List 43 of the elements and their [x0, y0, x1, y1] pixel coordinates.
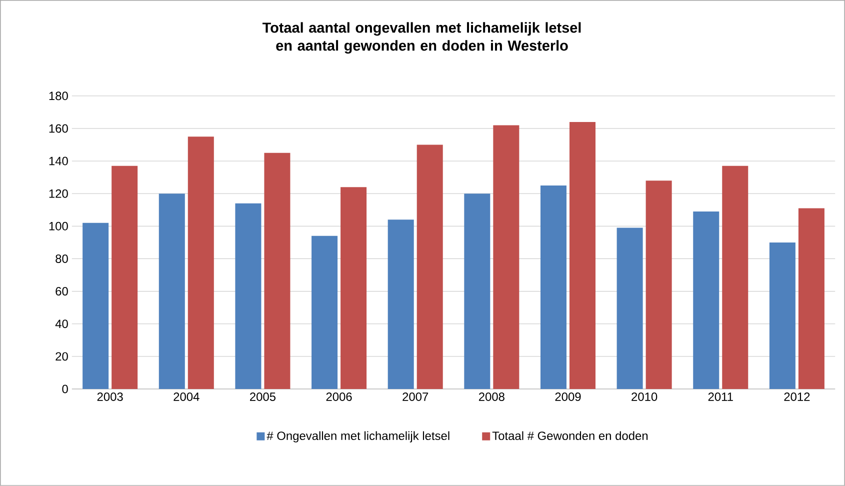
bar — [235, 203, 262, 390]
legend-label: # Ongevallen met lichamelijk letsel — [266, 431, 450, 442]
y-tick-label: 40 — [55, 320, 68, 328]
bar — [769, 242, 796, 390]
bar — [158, 194, 185, 390]
y-tick-label: 140 — [49, 156, 68, 166]
bar — [693, 212, 720, 390]
y-tick-label: 180 — [49, 92, 68, 100]
bar — [569, 122, 596, 390]
x-tick-label: 2008 — [478, 392, 504, 402]
chart-title: Totaal aantal ongevallen met lichamelijk letsel en aantal gewonden en doden in Westerlo — [262, 22, 581, 54]
x-tick-label: 2011 — [708, 392, 733, 402]
bar — [112, 166, 138, 390]
x-tick-label: 2010 — [632, 392, 658, 402]
y-tick-label: 120 — [49, 189, 68, 198]
x-tick-label: 2005 — [250, 392, 276, 402]
bar — [540, 186, 566, 390]
x-tick-label: 2007 — [402, 392, 428, 402]
bar — [722, 166, 748, 390]
bar — [616, 228, 643, 390]
legend-label: Totaal # Gewonden en doden — [492, 431, 648, 440]
y-tick-label: 60 — [56, 287, 68, 296]
bar — [493, 125, 520, 390]
bar — [264, 152, 290, 390]
y-tick-label: 100 — [49, 222, 68, 230]
bar — [340, 187, 367, 390]
x-tick-label: 2012 — [784, 392, 810, 402]
bar — [416, 144, 443, 390]
x-tick-label: 2003 — [97, 392, 123, 402]
bar — [312, 236, 338, 390]
bar — [388, 220, 414, 390]
bar — [464, 194, 490, 390]
y-tick-label: 80 — [56, 254, 68, 263]
bar — [798, 208, 824, 390]
x-tick-label: 2004 — [174, 392, 200, 402]
y-tick-label: 20 — [56, 352, 68, 361]
x-tick-label: 2009 — [555, 392, 581, 402]
bar — [646, 180, 672, 390]
bar — [188, 136, 214, 390]
y-tick-label: 0 — [62, 384, 68, 394]
y-tick-label: 160 — [49, 124, 68, 133]
x-tick-label: 2006 — [326, 392, 352, 402]
bar — [82, 222, 109, 390]
